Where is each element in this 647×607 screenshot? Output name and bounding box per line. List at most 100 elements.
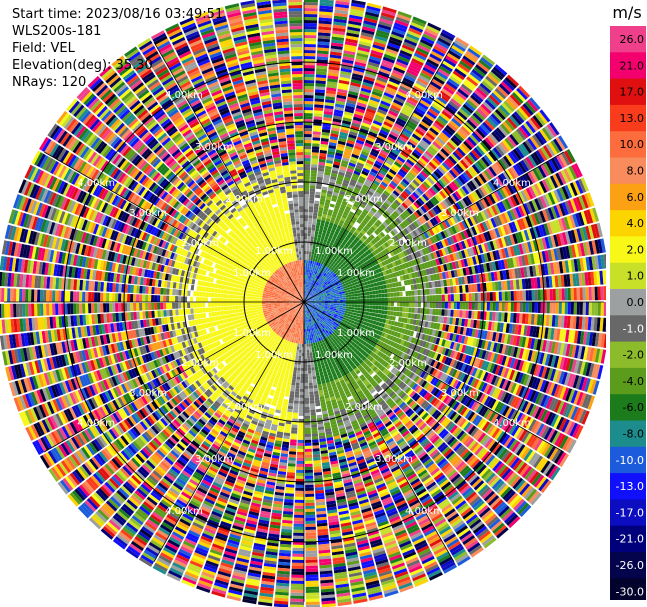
radar-gate bbox=[342, 56, 355, 62]
radar-gate bbox=[331, 39, 344, 44]
radar-gate bbox=[419, 38, 434, 48]
radar-gate bbox=[331, 194, 338, 200]
radar-gate bbox=[376, 76, 388, 84]
radar-gate bbox=[324, 171, 331, 176]
radar-gate bbox=[305, 278, 307, 282]
radar-gate bbox=[319, 250, 324, 255]
radar-gate bbox=[308, 287, 311, 292]
radar-gate bbox=[421, 36, 435, 45]
radar-gate bbox=[304, 107, 314, 111]
radar-gate bbox=[364, 142, 373, 149]
radar-gate bbox=[340, 227, 346, 232]
radar-gate bbox=[366, 2, 382, 9]
radar-gate bbox=[319, 149, 328, 154]
radar-gate bbox=[402, 302, 406, 307]
radar-gate bbox=[350, 156, 358, 162]
radar-gate bbox=[306, 278, 308, 282]
radar-gate bbox=[573, 287, 577, 301]
radar-gate bbox=[335, 97, 346, 103]
radar-gate bbox=[366, 5, 381, 12]
radar-gate bbox=[325, 199, 331, 204]
radar-gate bbox=[327, 78, 338, 83]
radar-gate bbox=[384, 310, 388, 315]
radar-gate bbox=[345, 292, 349, 296]
radar-gate bbox=[456, 302, 460, 310]
radar-gate bbox=[307, 278, 309, 282]
radar-gate bbox=[304, 0, 318, 3]
radar-gate bbox=[600, 302, 604, 316]
radar-gate bbox=[304, 77, 315, 81]
radar-gate bbox=[332, 210, 338, 215]
radar-gate bbox=[318, 231, 323, 236]
radar-gate bbox=[314, 200, 320, 205]
radar-gate bbox=[304, 83, 315, 87]
radar-gate bbox=[304, 23, 317, 27]
radar-gate bbox=[441, 302, 445, 309]
radar-gate bbox=[336, 91, 348, 97]
radar-gate bbox=[385, 86, 397, 94]
radar-gate bbox=[333, 240, 339, 245]
radar-gate bbox=[304, 209, 309, 213]
radar-gate bbox=[348, 309, 352, 312]
radar-gate bbox=[315, 80, 326, 85]
radar-gate bbox=[314, 233, 318, 238]
radar-gate bbox=[342, 293, 346, 296]
radar-gate bbox=[345, 206, 352, 211]
radar-gate bbox=[326, 230, 331, 235]
radar-gate bbox=[354, 307, 358, 311]
radar-gate bbox=[304, 260, 306, 264]
radar-gate bbox=[317, 269, 321, 273]
radar-gate bbox=[585, 302, 589, 316]
radar-gate bbox=[334, 230, 339, 235]
radar-gate bbox=[351, 205, 358, 211]
radar-gate bbox=[304, 98, 314, 102]
radar-gate bbox=[319, 146, 328, 151]
radar-gate bbox=[314, 194, 321, 199]
radar-gate bbox=[327, 212, 333, 217]
radar-gate bbox=[326, 87, 337, 92]
radar-gate bbox=[372, 119, 383, 127]
radar-gate bbox=[317, 246, 322, 251]
radar-gate bbox=[561, 302, 565, 315]
radar-gate bbox=[306, 260, 309, 264]
radar-gate bbox=[330, 216, 336, 221]
radar-gate bbox=[304, 227, 308, 231]
radar-gate bbox=[315, 264, 318, 269]
radar-gate bbox=[528, 290, 532, 301]
radar-gate bbox=[348, 20, 362, 26]
radar-gate bbox=[387, 302, 391, 307]
radar-gate bbox=[319, 155, 327, 160]
radar-gate bbox=[312, 218, 317, 222]
radar-gate bbox=[345, 304, 349, 307]
radar-gate bbox=[304, 119, 313, 123]
radar-gate bbox=[386, 45, 400, 53]
radar-gate bbox=[319, 152, 327, 157]
radar-gate bbox=[377, 134, 387, 142]
radar-gate bbox=[366, 107, 376, 114]
radar-gate bbox=[399, 302, 403, 307]
radar-gate bbox=[304, 251, 307, 255]
radar-gate bbox=[374, 160, 383, 167]
radar-gate bbox=[356, 181, 364, 187]
radar-gate bbox=[323, 226, 328, 231]
radar-gate bbox=[376, 157, 385, 164]
radar-gate bbox=[321, 254, 325, 259]
radar-gate bbox=[474, 310, 478, 320]
radar-gate bbox=[459, 310, 463, 318]
radar-gate bbox=[358, 130, 368, 137]
radar-gate bbox=[345, 145, 354, 151]
radar-gate bbox=[333, 188, 340, 194]
radar-gate bbox=[369, 52, 383, 60]
radar-gate bbox=[304, 101, 314, 105]
radar-gate bbox=[579, 302, 583, 315]
radar-gate bbox=[359, 153, 368, 160]
radar-gate bbox=[408, 290, 412, 296]
radar-gate bbox=[315, 74, 327, 79]
radar-gate bbox=[393, 292, 397, 297]
radar-gate bbox=[304, 194, 309, 198]
radar-gate bbox=[311, 254, 314, 258]
radar-gate bbox=[348, 306, 352, 310]
radar-gate bbox=[418, 41, 432, 50]
radar-gate bbox=[304, 188, 310, 192]
radar-gate bbox=[312, 267, 315, 271]
